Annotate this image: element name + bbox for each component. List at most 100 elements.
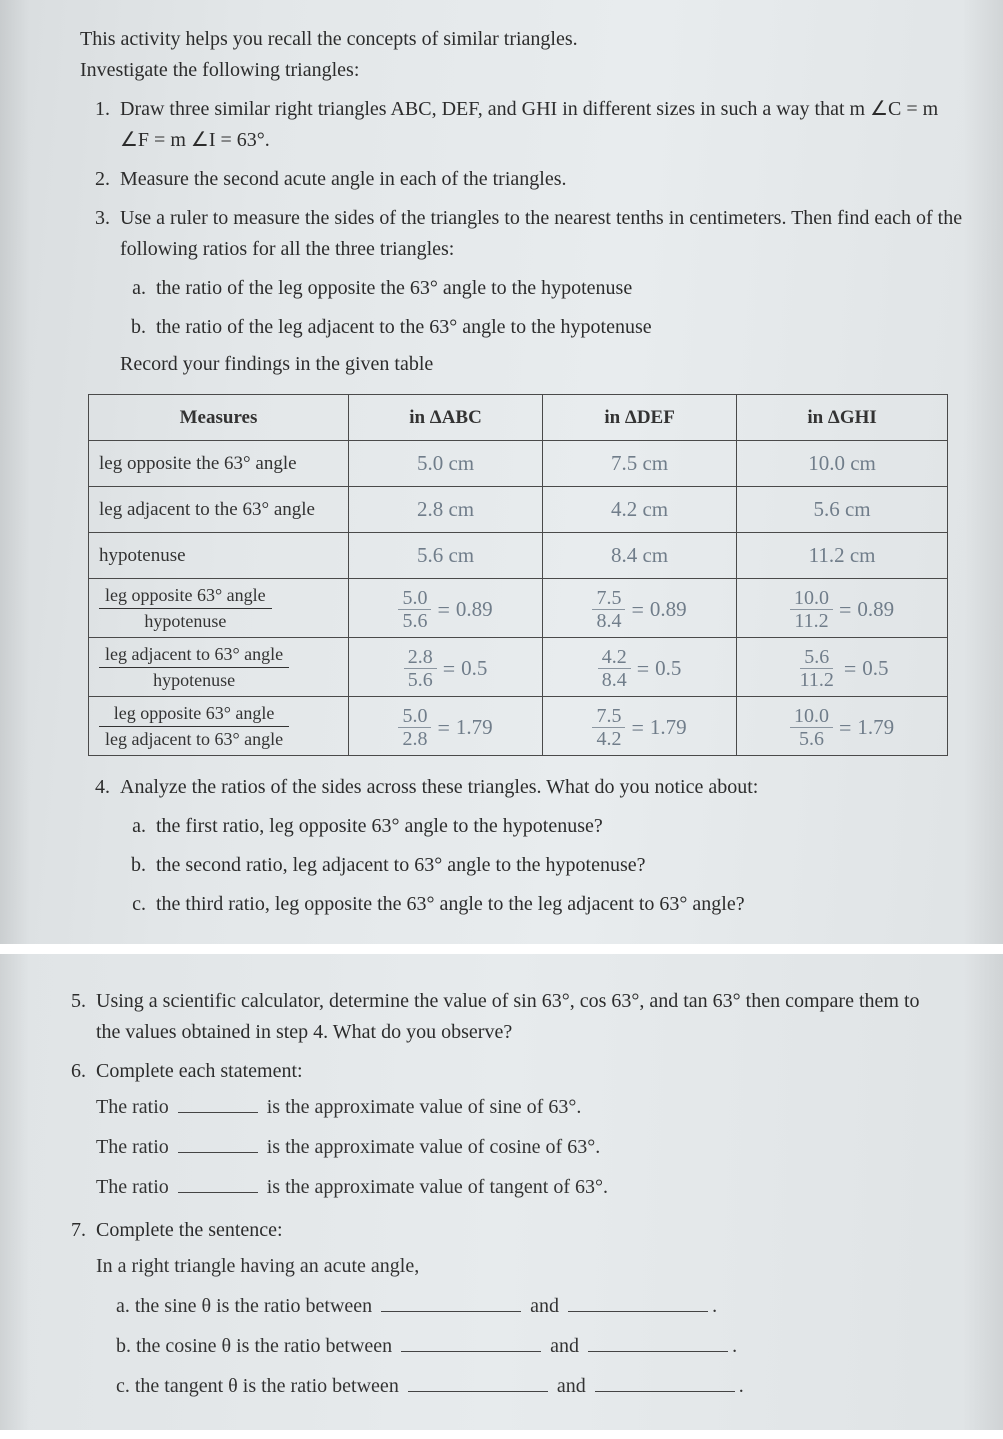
statement-sine: The ratio is the approximate value of si… (96, 1087, 943, 1127)
task-1: 1. Draw three similar right triangles AB… (80, 94, 963, 156)
task-4c: c. the third ratio, leg opposite the 63°… (120, 889, 963, 920)
cell-value: 11.2 cm (737, 533, 948, 579)
cell-value: 5.0 cm (349, 441, 543, 487)
task-3-record: Record your findings in the given table (120, 349, 963, 380)
sentence-tangent: c. the tangent θ is the ratio between an… (116, 1366, 943, 1406)
intro-line-2: Investigate the following triangles: (80, 55, 963, 86)
cell-value: 5.6 cm (349, 533, 543, 579)
task-3: 3. Use a ruler to measure the sides of t… (80, 203, 963, 265)
cell-value: 8.4 cm (543, 533, 737, 579)
row-label: hypotenuse (89, 533, 349, 579)
stmt-suffix: is the approximate value of tangent of 6… (267, 1176, 608, 1198)
task-4: 4. Analyze the ratios of the sides acros… (80, 772, 963, 803)
table-row: leg opposite the 63° angle 5.0 cm 7.5 cm… (89, 441, 948, 487)
task-7-intro: In a right triangle having an acute angl… (96, 1246, 943, 1286)
blank-fill[interactable] (588, 1331, 728, 1352)
task-7: 7. Complete the sentence: (56, 1215, 943, 1246)
task-number: 2. (80, 164, 120, 195)
task-5-text: Using a scientific calculator, determine… (96, 986, 943, 1048)
cell-value: 5.05.6 = 0.89 (349, 579, 543, 638)
task-4c-text: the third ratio, leg opposite the 63° an… (156, 889, 963, 920)
sentence-prefix: b. the cosine θ is the ratio between (116, 1335, 392, 1357)
task-4b: b. the second ratio, leg adjacent to 63°… (120, 850, 963, 881)
blank-fill[interactable] (381, 1291, 521, 1312)
task-3-text: Use a ruler to measure the sides of the … (120, 203, 963, 265)
task-number: 7. (56, 1215, 96, 1246)
stmt-prefix: The ratio (96, 1176, 169, 1198)
cell-value: 10.05.6=1.79 (737, 697, 948, 756)
col-abc: in ΔABC (349, 395, 543, 441)
task-3b-text: the ratio of the leg adjacent to the 63°… (156, 312, 963, 343)
sentence-sine: a. the sine θ is the ratio between and . (116, 1286, 943, 1326)
table-row: leg adjacent to the 63° angle 2.8 cm 4.2… (89, 487, 948, 533)
sentence-cosine: b. the cosine θ is the ratio between and… (116, 1326, 943, 1366)
stmt-prefix: The ratio (96, 1096, 169, 1118)
col-ghi: in ΔGHI (737, 395, 948, 441)
task-number: 5. (56, 986, 96, 1048)
cell-value: 10.0 cm (737, 441, 948, 487)
statement-tangent: The ratio is the approximate value of ta… (96, 1167, 943, 1207)
measurements-table: Measures in ΔABC in ΔDEF in ΔGHI leg opp… (88, 394, 948, 756)
task-5: 5. Using a scientific calculator, determ… (56, 986, 943, 1048)
task-number: 6. (56, 1056, 96, 1087)
sub-letter: b. (120, 850, 156, 881)
printed-fraction: leg opposite 63° angle hypotenuse (99, 585, 272, 631)
cell-value: 5.611.2=0.5 (737, 638, 948, 697)
task-6-text: Complete each statement: (96, 1056, 943, 1087)
cell-value: 7.58.4 = 0.89 (543, 579, 737, 638)
page-shade-left (0, 0, 30, 944)
cell-value: 10.011.2 = 0.89 (737, 579, 948, 638)
task-4a: a. the first ratio, leg opposite 63° ang… (120, 811, 963, 842)
table-row-ratio-adj-hyp: leg adjacent to 63° angle hypotenuse 2.8… (89, 638, 948, 697)
handwritten-fraction: 7.58.4 = 0.89 (592, 588, 686, 631)
sub-letter: a. (120, 811, 156, 842)
blank-fill[interactable] (408, 1371, 548, 1392)
sub-letter: a. (120, 273, 156, 304)
conj-and: and (530, 1295, 559, 1317)
cell-value: 4.28.4=0.5 (543, 638, 737, 697)
blank-fill[interactable] (178, 1132, 258, 1153)
table-header-row: Measures in ΔABC in ΔDEF in ΔGHI (89, 395, 948, 441)
table-row-ratio-opp-adj: leg opposite 63° angle leg adjacent to 6… (89, 697, 948, 756)
table-row: hypotenuse 5.6 cm 8.4 cm 11.2 cm (89, 533, 948, 579)
task-2-text: Measure the second acute angle in each o… (120, 164, 963, 195)
task-3b: b. the ratio of the leg adjacent to the … (120, 312, 963, 343)
task-3-sublist: a. the ratio of the leg opposite the 63°… (120, 273, 963, 380)
row-label-fraction: leg adjacent to 63° angle hypotenuse (89, 638, 349, 697)
row-label: leg adjacent to the 63° angle (89, 487, 349, 533)
sentence-prefix: a. the sine θ is the ratio between (116, 1295, 372, 1317)
table-row-ratio-opp-hyp: leg opposite 63° angle hypotenuse 5.05.6… (89, 579, 948, 638)
worksheet-page-1: This activity helps you recall the conce… (0, 0, 1003, 944)
task-1-text: Draw three similar right triangles ABC, … (120, 94, 963, 156)
statement-cosine: The ratio is the approximate value of co… (96, 1127, 943, 1167)
task-3a: a. the ratio of the leg opposite the 63°… (120, 273, 963, 304)
blank-fill[interactable] (568, 1291, 708, 1312)
cell-value: 4.2 cm (543, 487, 737, 533)
task-2: 2. Measure the second acute angle in eac… (80, 164, 963, 195)
blank-fill[interactable] (178, 1172, 258, 1193)
task-number: 4. (80, 772, 120, 803)
sub-letter: b. (120, 312, 156, 343)
blank-fill[interactable] (401, 1331, 541, 1352)
cell-value: 2.8 cm (349, 487, 543, 533)
worksheet-page-2: 5. Using a scientific calculator, determ… (0, 954, 1003, 1430)
task-6: 6. Complete each statement: (56, 1056, 943, 1087)
conj-and: and (550, 1335, 579, 1357)
task-number: 3. (80, 203, 120, 265)
printed-fraction: leg opposite 63° angle leg adjacent to 6… (99, 703, 289, 749)
page-shade-right (963, 0, 1003, 944)
task-number: 1. (80, 94, 120, 156)
task-4-text: Analyze the ratios of the sides across t… (120, 772, 963, 803)
page-shade-right (963, 954, 1003, 1430)
sentence-prefix: c. the tangent θ is the ratio between (116, 1375, 399, 1397)
cell-value: 5.02.8=1.79 (349, 697, 543, 756)
row-label: leg opposite the 63° angle (89, 441, 349, 487)
handwritten-fraction: 5.05.6 = 0.89 (398, 588, 492, 631)
cell-value: 7.54.2=1.79 (543, 697, 737, 756)
blank-fill[interactable] (595, 1371, 735, 1392)
task-3a-text: the ratio of the leg opposite the 63° an… (156, 273, 963, 304)
task-4-sublist: a. the first ratio, leg opposite 63° ang… (120, 811, 963, 920)
cell-value: 5.6 cm (737, 487, 948, 533)
blank-fill[interactable] (178, 1092, 258, 1113)
col-measures: Measures (89, 395, 349, 441)
